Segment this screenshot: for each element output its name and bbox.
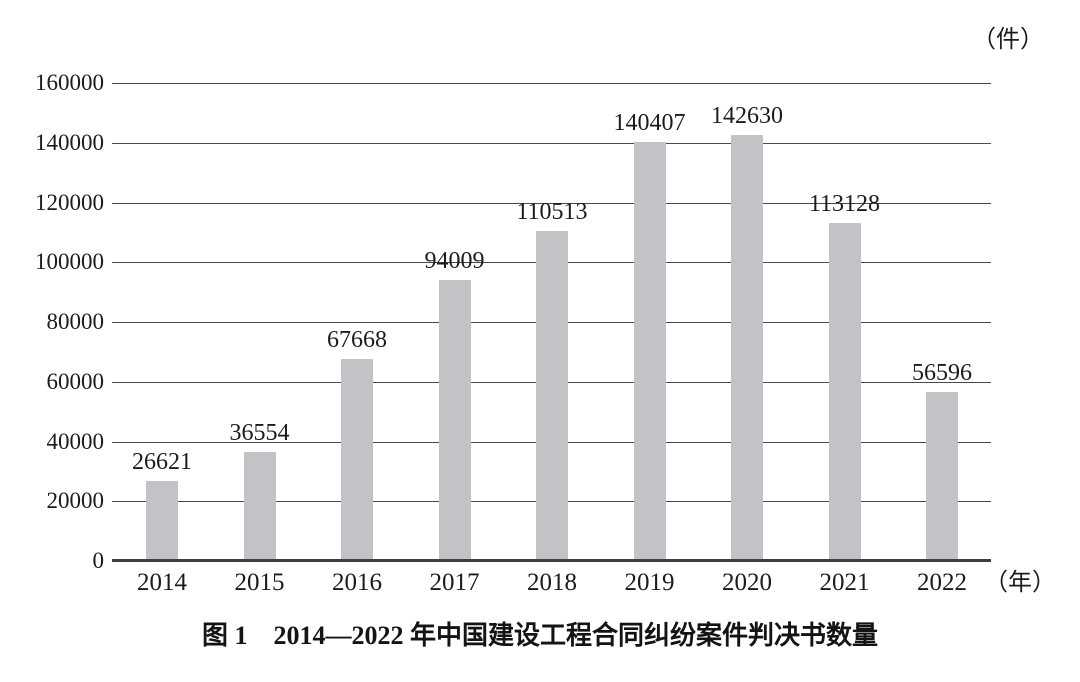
bar-2014 [146,481,178,561]
x-axis-unit-label: （年） [984,570,1056,596]
gridline-120000 [112,202,991,204]
y-axis-unit-label: （件） [972,27,1044,53]
value-label-2014: 26621 [132,449,192,476]
x-tick-label-2021: 2021 [819,569,870,596]
bar-column-2021: 113128 2021 [796,83,893,595]
value-label-2018: 110513 [516,198,588,225]
x-axis-line [112,559,991,562]
x-tick-label-2017: 2017 [429,569,480,596]
y-tick-label: 160000 [35,70,104,95]
bar-2018 [536,230,568,561]
bar-2022 [926,391,958,561]
x-tick-label-2016: 2016 [332,569,382,596]
bar-2015 [243,451,276,561]
bar-2017 [438,280,471,561]
bar-column-2018: 110513 2018 [504,83,601,596]
y-tick-label: 120000 [35,189,104,215]
value-label-2016: 67668 [327,326,387,353]
x-tick-label-2022: 2022 [917,569,967,596]
y-tick-label: 80000 [46,309,105,334]
value-label-2017: 94009 [424,248,485,275]
value-label-2021: 113128 [808,191,881,218]
bar-column-2019: 140407 2019 [601,83,698,596]
value-label-2022: 56596 [912,359,972,386]
bar-2020 [731,134,763,561]
x-tick-label-2015: 2015 [234,569,285,596]
y-tick-label: 40000 [46,428,105,454]
bar-column-2020: 142630 2020 [699,83,796,596]
x-tick-label-2014: 2014 [137,569,187,596]
gridline-140000 [112,142,991,144]
bar-column-2017: 94009 2017 [406,83,503,595]
x-tick-label-2018: 2018 [527,569,577,596]
bar-chart: （件） 160000 140000 120000 100000 80000 60000 40… [35,27,1056,596]
bar-column-2015: 36554 2015 [211,83,308,596]
bar-2019 [633,141,666,561]
bar-2016 [341,358,373,561]
figure-caption: 图 1 2014—2022 年中国建设工程合同纠纷案件判决书数量 [201,621,878,650]
x-tick-label-2019: 2019 [624,569,675,596]
bar-column-2022: 56596 2022 [894,83,991,596]
y-tick-label: 0 [92,548,105,573]
bar-column-2016: 67668 2016 [309,83,406,596]
plot-area: 160000 140000 120000 100000 80000 60000 40000 2… [35,70,991,596]
y-tick-label: 140000 [35,129,104,155]
bar-column-2014: 26621 2014 [114,83,211,595]
y-tick-label: 100000 [35,249,104,275]
value-label-2015: 36554 [229,419,290,446]
y-tick-label: 20000 [46,488,105,514]
bar-2021 [828,223,861,561]
gridline-160000 [112,83,991,84]
value-label-2020: 142630 [711,102,783,129]
x-tick-label-2020: 2020 [722,569,772,596]
value-label-2019: 140407 [613,109,686,136]
y-tick-label: 60000 [46,368,105,394]
